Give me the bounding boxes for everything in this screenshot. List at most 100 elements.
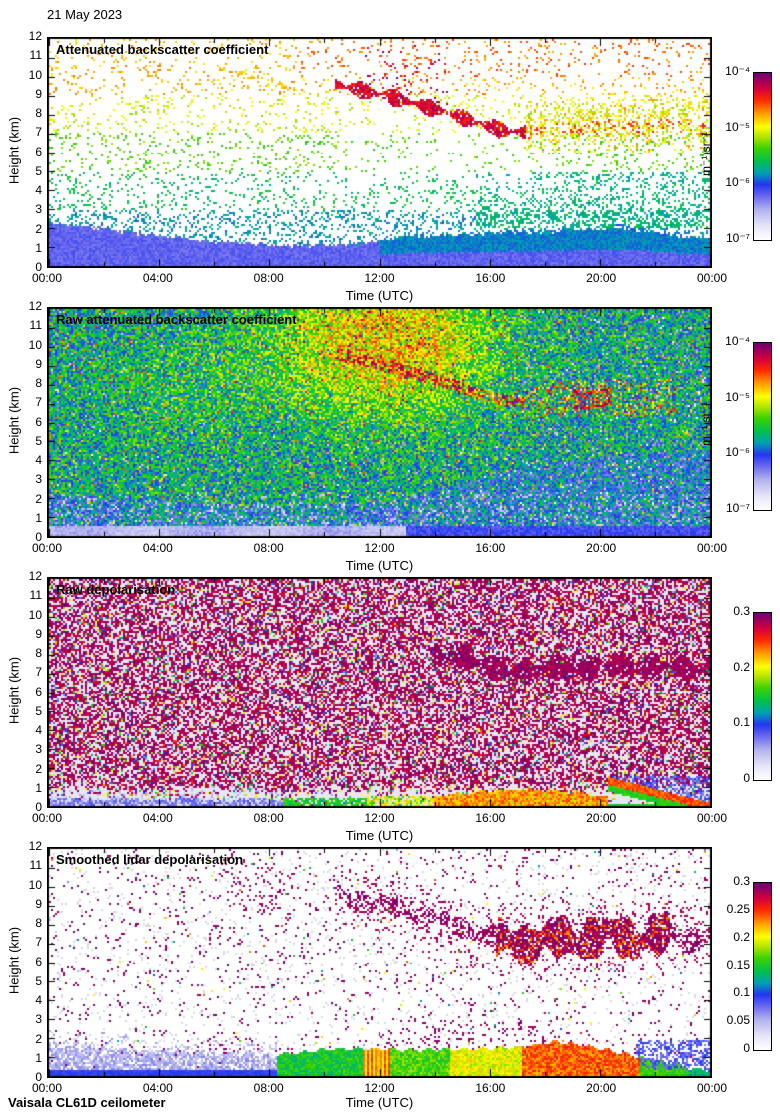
y-tick-label: 10 (28, 607, 42, 622)
colorbar-tick-label: 10⁻⁴ (725, 334, 750, 348)
x-tick-label: 20:00 (586, 1081, 617, 1095)
x-tick-label: 12:00 (364, 541, 395, 555)
colorbar-tick-label: 10⁻⁴ (725, 64, 750, 78)
y-tick-label: 0 (35, 800, 42, 814)
y-tick-label: 5 (35, 433, 42, 448)
y-tick-label: 6 (35, 684, 42, 699)
x-tick-label: 04:00 (142, 541, 173, 555)
y-tick-label: 7 (35, 125, 42, 140)
y-tick-label: 1 (35, 240, 42, 255)
date-label: 21 May 2023 (47, 7, 123, 22)
y-tick-label: 4 (35, 183, 42, 197)
y-tick-label: 4 (35, 453, 42, 467)
y-tick-label: 10 (28, 877, 42, 892)
x-tick-label: 00:00 (696, 1081, 728, 1095)
y-tick-label: 9 (35, 896, 42, 911)
y-tick-label: 2 (35, 491, 42, 506)
y-tick-label: 8 (35, 376, 42, 390)
x-tick-label: 04:00 (142, 1081, 173, 1095)
y-tick-label: 1 (35, 780, 42, 795)
colorbar-tick-label: 10⁻⁷ (725, 231, 750, 245)
x-tick-label: 00:00 (31, 811, 63, 825)
colorbar-tick-label: 10⁻⁵ (725, 389, 750, 404)
y-tick-label: 3 (35, 742, 42, 757)
y-tick-label: 5 (35, 973, 42, 988)
y-tick-label: 12 (28, 839, 42, 853)
y-tick-label: 8 (35, 646, 42, 660)
y-tick-label: 6 (35, 144, 42, 159)
y-tick-label: 4 (35, 723, 42, 737)
colorbar-tick-label: 0.3 (733, 874, 750, 888)
x-tick-label: 16:00 (475, 811, 506, 825)
x-tick-label: 20:00 (586, 271, 617, 285)
x-axis-label: Time (UTC) (345, 558, 414, 573)
colorbar-attenuated-backscatter (753, 72, 772, 241)
heatmap-attenuated-backscatter (47, 37, 712, 268)
y-tick-label: 11 (29, 588, 42, 603)
y-tick-label: 6 (35, 414, 42, 429)
x-tick-label: 08:00 (253, 811, 284, 825)
colorbar-tick-label: 10⁻⁶ (725, 445, 750, 460)
heatmap-raw-attenuated-backscatter (47, 307, 712, 538)
y-tick-label: 11 (29, 318, 42, 333)
x-tick-label: 20:00 (586, 541, 617, 555)
heatmap-raw-depolarisation (47, 577, 712, 808)
colorbar-tick-label: 0.1 (733, 715, 750, 730)
y-tick-label: 11 (29, 858, 42, 873)
y-tick-label: 2 (35, 1031, 42, 1046)
panel-title-raw-attenuated-backscatter: Raw attenuated backscatter coefficient (56, 312, 297, 327)
y-tick-label: 6 (35, 954, 42, 969)
y-tick-label: 12 (28, 569, 42, 583)
y-tick-label: 5 (35, 163, 42, 178)
x-tick-label: 12:00 (364, 271, 395, 285)
colorbar-tick-label: 0.15 (726, 957, 750, 972)
y-tick-label: 3 (35, 472, 42, 487)
x-tick-label: 08:00 (253, 1081, 284, 1095)
colorbar-tick-label: 0.05 (726, 1013, 750, 1028)
x-tick-label: 08:00 (253, 541, 284, 555)
y-tick-label: 9 (35, 626, 42, 641)
x-tick-label: 12:00 (364, 1081, 395, 1095)
y-tick-label: 3 (35, 1012, 42, 1027)
x-tick-label: 00:00 (31, 1081, 63, 1095)
colorbar-tick-label: 0.2 (733, 659, 750, 674)
y-tick-label: 10 (28, 337, 42, 352)
y-tick-label: 11 (29, 48, 42, 63)
y-tick-label: 0 (35, 260, 42, 274)
x-tick-label: 12:00 (364, 811, 395, 825)
x-axis-label: Time (UTC) (345, 828, 414, 843)
x-tick-label: 16:00 (475, 271, 506, 285)
x-tick-label: 04:00 (142, 811, 173, 825)
y-tick-label: 1 (35, 510, 42, 525)
y-tick-label: 4 (35, 993, 42, 1007)
colorbar-tick-label: 10⁻⁵ (725, 119, 750, 134)
x-tick-label: 00:00 (31, 541, 63, 555)
x-tick-label: 20:00 (586, 811, 617, 825)
y-tick-label: 7 (35, 935, 42, 950)
colorbar-tick-label: 0 (743, 771, 750, 785)
panel-title-smoothed-depolarisation: Smoothed lidar depolarisation (56, 852, 244, 867)
colorbar-units-label: m⁻¹ sr⁻¹ (699, 132, 713, 176)
y-tick-label: 12 (28, 29, 42, 43)
panel-title-attenuated-backscatter: Attenuated backscatter coefficient (56, 42, 269, 57)
colorbar-smoothed-depolarisation (753, 882, 772, 1051)
x-axis-label: Time (UTC) (345, 288, 414, 303)
y-tick-label: 0 (35, 530, 42, 544)
colorbar-tick-label: 0.25 (726, 901, 750, 916)
colorbar-tick-label: 10⁻⁶ (725, 175, 750, 190)
colorbar-units-label: m⁻¹ sr⁻¹ (699, 402, 713, 446)
y-tick-label: 9 (35, 356, 42, 371)
colorbar-tick-label: 0.2 (733, 929, 750, 944)
y-tick-label: 5 (35, 703, 42, 718)
x-tick-label: 00:00 (31, 271, 63, 285)
colorbar-raw-attenuated-backscatter (753, 342, 772, 511)
y-tick-label: 7 (35, 395, 42, 410)
x-tick-label: 00:00 (696, 541, 728, 555)
y-tick-label: 2 (35, 761, 42, 776)
y-tick-label: 3 (35, 202, 42, 217)
y-tick-label: 12 (28, 299, 42, 313)
colorbar-tick-label: 0 (743, 1041, 750, 1055)
colorbar-tick-label: 0.1 (733, 985, 750, 1000)
y-tick-label: 7 (35, 665, 42, 680)
